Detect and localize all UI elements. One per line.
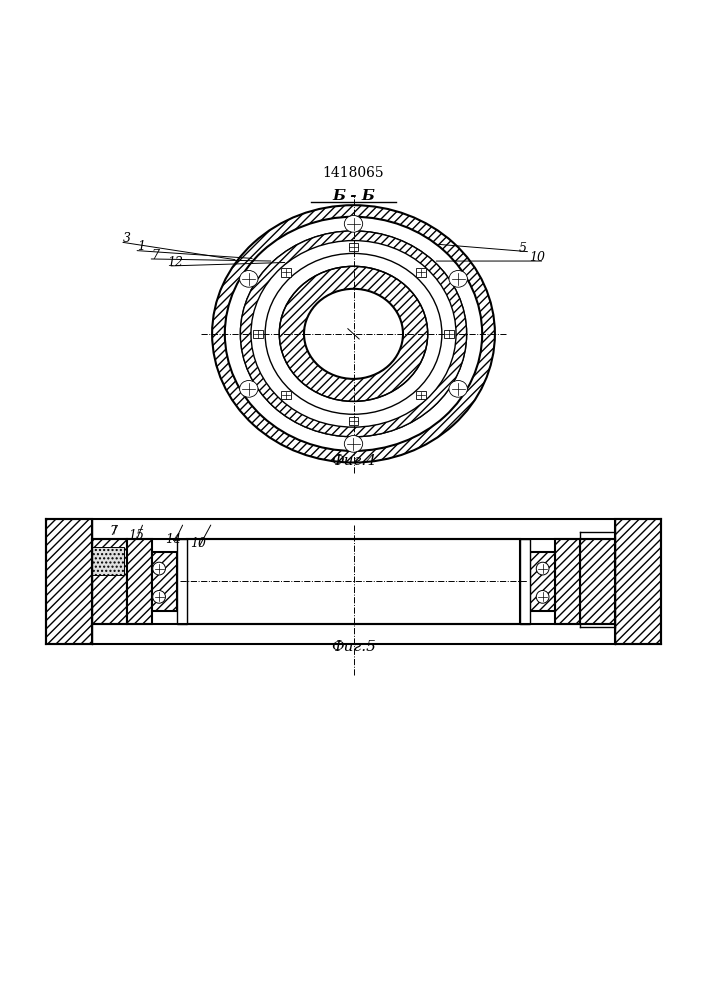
Text: 3: 3 — [123, 232, 132, 245]
Bar — [152, 552, 177, 611]
Bar — [92, 539, 127, 624]
Bar — [349, 417, 358, 425]
Text: 15: 15 — [129, 529, 144, 542]
Bar — [177, 539, 187, 624]
Ellipse shape — [449, 380, 467, 397]
Text: 12: 12 — [168, 256, 183, 269]
Text: Б - Б: Б - Б — [332, 189, 375, 203]
Text: Фиг.4: Фиг.4 — [331, 454, 376, 468]
Bar — [445, 330, 454, 338]
Ellipse shape — [449, 270, 467, 287]
Text: 5: 5 — [519, 242, 527, 255]
Bar — [530, 552, 555, 611]
Ellipse shape — [240, 380, 258, 397]
Ellipse shape — [344, 436, 363, 452]
Bar — [555, 539, 580, 624]
Bar — [187, 539, 520, 624]
Bar — [92, 547, 124, 575]
Ellipse shape — [240, 231, 467, 437]
Bar — [615, 519, 661, 644]
Text: 1: 1 — [137, 240, 146, 253]
Text: 7: 7 — [109, 525, 117, 538]
Ellipse shape — [344, 215, 363, 232]
Ellipse shape — [225, 217, 482, 451]
Bar — [416, 268, 426, 277]
Text: Фиг.5: Фиг.5 — [331, 640, 376, 654]
Ellipse shape — [537, 590, 549, 603]
Bar — [281, 391, 291, 399]
Text: 10: 10 — [530, 251, 545, 264]
Bar — [520, 539, 530, 624]
Ellipse shape — [537, 562, 549, 575]
Bar — [349, 243, 358, 251]
Bar — [127, 539, 152, 624]
Bar — [416, 391, 426, 399]
Text: 1418065: 1418065 — [322, 166, 385, 180]
Ellipse shape — [240, 231, 467, 437]
Ellipse shape — [265, 253, 442, 414]
Ellipse shape — [153, 562, 165, 575]
Ellipse shape — [153, 590, 165, 603]
Bar — [46, 519, 92, 644]
Ellipse shape — [279, 266, 428, 401]
Ellipse shape — [212, 205, 495, 463]
Bar — [253, 330, 263, 338]
Text: 14: 14 — [165, 533, 181, 546]
Ellipse shape — [240, 270, 258, 287]
Text: 10: 10 — [190, 537, 206, 550]
Bar — [281, 268, 291, 277]
Bar — [580, 539, 615, 624]
Ellipse shape — [251, 241, 456, 427]
Ellipse shape — [304, 289, 403, 379]
Text: 7: 7 — [151, 249, 160, 262]
